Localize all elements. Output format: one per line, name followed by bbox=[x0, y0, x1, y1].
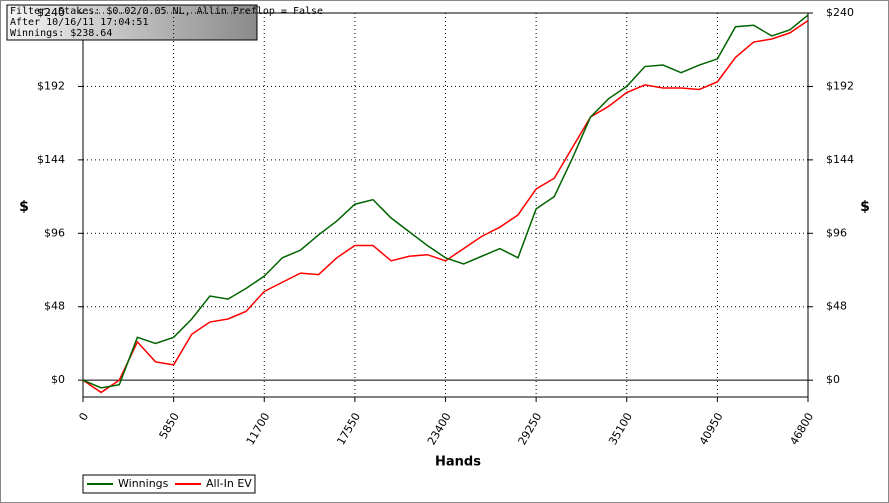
y2-axis-label: $ bbox=[860, 199, 870, 215]
y-tick-label: $144 bbox=[37, 153, 65, 166]
info-line: Winnings: $238.64 bbox=[10, 28, 112, 39]
y2-tick-label: $48 bbox=[826, 300, 847, 313]
info-background bbox=[6, 4, 258, 41]
legend bbox=[82, 474, 256, 494]
info-line: After 10/16/11 17:04:51 bbox=[10, 17, 148, 28]
y-tick-label: $0 bbox=[51, 373, 65, 386]
x-axis-label: Hands bbox=[435, 455, 481, 470]
info-box: Filter: Stakes: $0.02/0.05 NL, Allin Pre… bbox=[6, 4, 323, 41]
legend-label: Winnings bbox=[118, 477, 169, 490]
series-line bbox=[82, 14, 809, 389]
y-tick-label: $96 bbox=[44, 226, 65, 239]
y2-tick-label: $96 bbox=[826, 226, 847, 239]
y2-tick-label: $0 bbox=[826, 373, 840, 386]
y2-tick-label: $144 bbox=[826, 153, 854, 166]
y-tick-label: $192 bbox=[37, 79, 65, 92]
series-line bbox=[82, 20, 809, 394]
y-axis-label: $ bbox=[19, 199, 29, 215]
y-tick-label: $48 bbox=[44, 300, 65, 313]
info-line: Filter: Stakes: $0.02/0.05 NL, Allin Pre… bbox=[10, 6, 323, 17]
y2-tick-label: $240 bbox=[826, 6, 854, 19]
y2-tick-label: $192 bbox=[826, 79, 854, 92]
legend-label: All-In EV bbox=[206, 477, 252, 490]
y-tick-label: $240 bbox=[37, 6, 65, 19]
